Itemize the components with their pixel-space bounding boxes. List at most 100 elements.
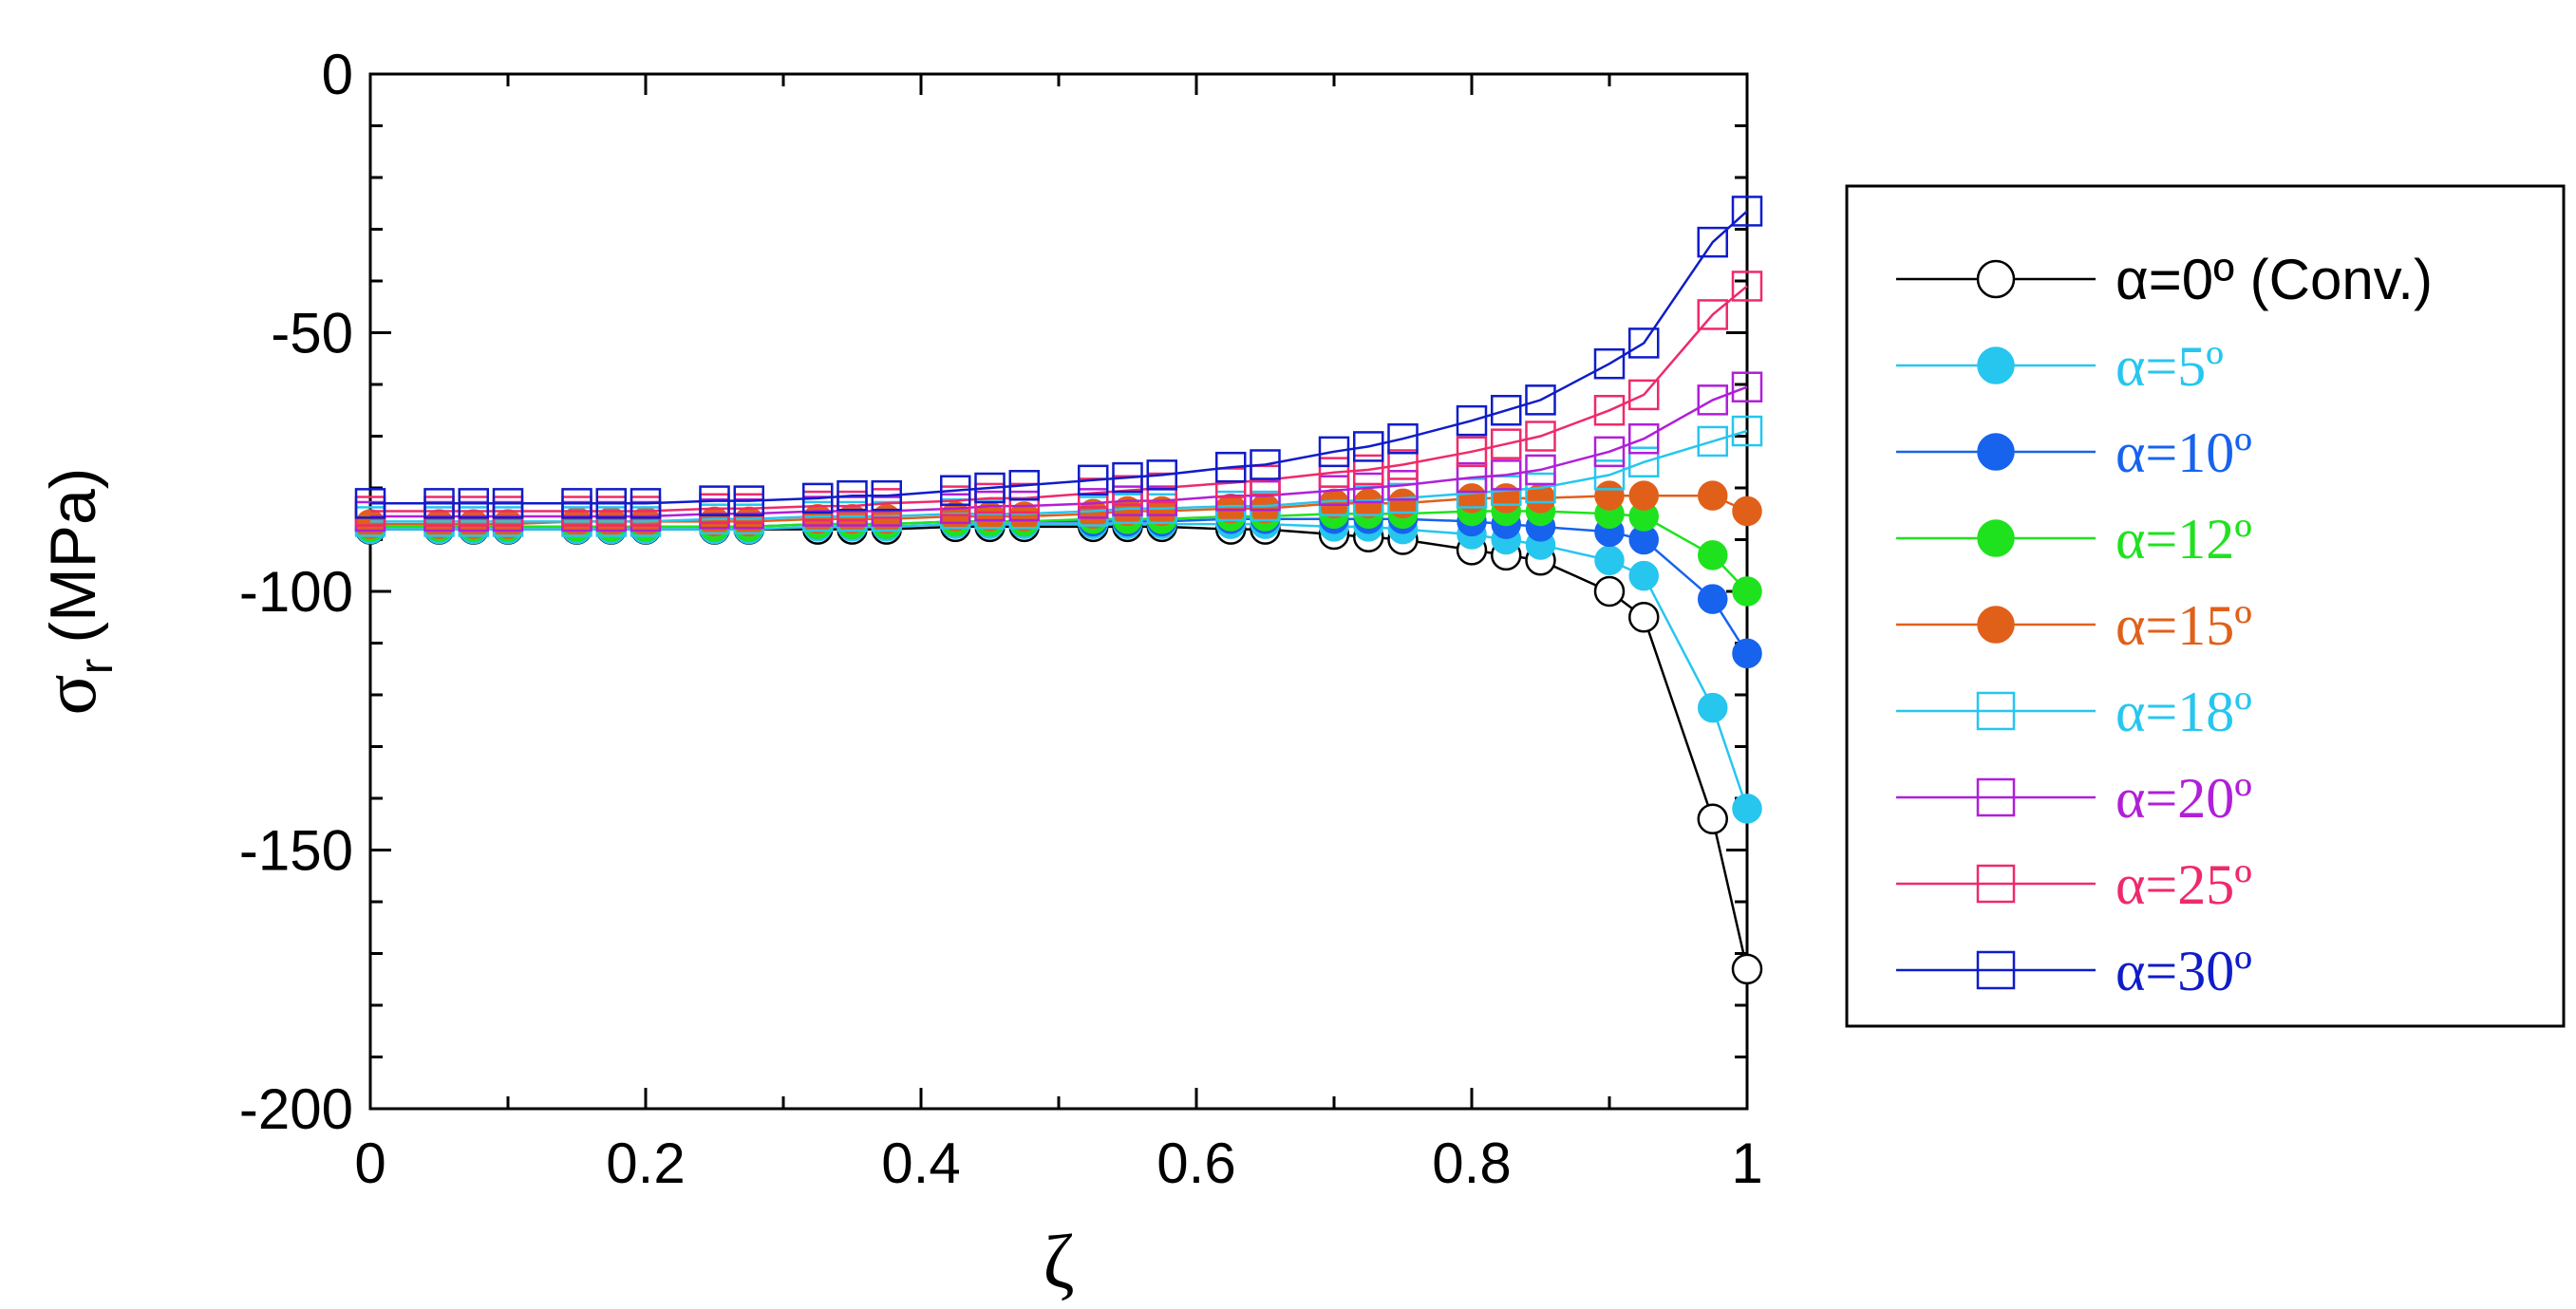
legend-label: α=30º <box>2115 940 2252 1002</box>
data-point <box>1353 472 1384 504</box>
plot-frame <box>368 72 1749 1111</box>
data-point <box>1318 475 1350 506</box>
legend-entry: α=0º (Conv.) <box>1896 248 2433 311</box>
series <box>354 511 1763 985</box>
y-axis-unit: (MPa) <box>37 468 109 644</box>
y-tick-label: 0 <box>322 43 353 106</box>
legend-entry: α=25º <box>1896 853 2252 916</box>
data-point <box>1387 422 1419 455</box>
data-point <box>1698 540 1728 570</box>
data-point <box>802 503 833 534</box>
data-point <box>1387 470 1419 501</box>
data-point <box>1250 494 1281 524</box>
x-tick-labels: 0 0.2 0.4 0.6 0.8 1 <box>354 1131 1762 1195</box>
data-point <box>1525 384 1556 416</box>
legend-label: α=20º <box>2115 767 2252 830</box>
legend-marker <box>1977 346 2015 384</box>
data-point <box>802 482 834 514</box>
data-point <box>699 506 730 537</box>
data-point <box>1628 379 1660 411</box>
data-point <box>1318 457 1350 488</box>
data-point <box>1491 475 1522 506</box>
series-line <box>370 285 1748 513</box>
y-axis-label: σr (MPa) <box>28 468 122 716</box>
legend-label: α=18º <box>2115 681 2252 743</box>
data-point <box>423 488 455 519</box>
y-tick-label: -150 <box>239 819 353 883</box>
legend-marker <box>1976 777 2016 817</box>
data-point <box>1731 196 1763 227</box>
legend-entry: α=5º <box>1896 335 2224 398</box>
series-line <box>370 385 1748 518</box>
y-tick-labels: 0 -50 -100 -150 -200 <box>239 43 353 1141</box>
y-tick-label: -200 <box>239 1077 353 1141</box>
x-tick-label: 0.2 <box>606 1131 685 1195</box>
data-point <box>630 488 662 519</box>
data-point <box>1732 496 1762 527</box>
y-axis-symbol: σ <box>28 674 112 715</box>
data-point <box>1594 545 1625 576</box>
data-point <box>1146 459 1177 491</box>
data-point <box>355 509 385 539</box>
data-point <box>1353 454 1384 486</box>
data-point <box>1732 794 1762 824</box>
legend-marker <box>1976 691 2016 731</box>
legend-marker <box>1977 606 2015 644</box>
legend-label: α=0º (Conv.) <box>2115 248 2433 311</box>
data-point <box>974 472 1006 504</box>
data-point <box>1491 428 1522 459</box>
data-point <box>733 485 764 516</box>
legend-entry: α=20º <box>1896 767 2252 830</box>
series-line <box>370 210 1748 505</box>
data-point <box>1593 459 1626 491</box>
data-point <box>492 488 524 519</box>
legend: α=0º (Conv.) α=5º α=10º α=12º α=15º α=18º α=20… <box>1896 248 2433 1002</box>
data-point <box>1456 477 1488 509</box>
data-point <box>354 488 386 519</box>
legend-label: α=5º <box>2115 335 2224 398</box>
data-point <box>459 509 489 539</box>
legend-entry: α=10º <box>1896 421 2252 484</box>
data-point <box>1697 299 1728 330</box>
axis-ticks <box>368 72 1749 1111</box>
data-point <box>561 488 592 519</box>
data-point <box>1456 404 1488 437</box>
data-point <box>1593 347 1626 380</box>
data-point <box>837 479 868 512</box>
data-point <box>1250 479 1281 512</box>
series-line <box>370 525 1749 970</box>
data-point <box>1318 436 1350 468</box>
series <box>354 196 1763 519</box>
legend-marker <box>1976 864 2016 904</box>
legend-marker <box>1976 950 2016 990</box>
data-point <box>1731 371 1763 402</box>
data-point <box>1628 480 1659 511</box>
data-point <box>1491 395 1522 426</box>
data-point <box>423 509 455 539</box>
legend-box <box>1845 184 2566 1028</box>
x-axis-label: ζ <box>1043 1221 1074 1304</box>
data-point <box>1525 472 1556 504</box>
data-point <box>1353 431 1384 462</box>
data-point <box>1593 575 1626 608</box>
data-point <box>1078 464 1109 496</box>
data-point <box>1732 576 1762 607</box>
data-point <box>1456 461 1488 494</box>
legend-label: α=12º <box>2115 508 2252 570</box>
data-point <box>1697 226 1728 258</box>
data-point <box>1491 459 1522 491</box>
data-point <box>1319 488 1349 519</box>
data-point <box>871 479 902 512</box>
data-point <box>1215 467 1247 498</box>
data-point <box>1353 488 1383 519</box>
data-point <box>1593 436 1626 468</box>
legend-marker <box>1977 433 2015 471</box>
data-point <box>1250 449 1281 480</box>
y-axis-subscript: r <box>69 659 122 675</box>
legend-entry: α=18º <box>1896 681 2252 743</box>
data-point <box>1594 480 1625 511</box>
x-tick-label: 0.4 <box>881 1131 960 1195</box>
data-point <box>1697 425 1728 458</box>
data-point <box>1593 395 1626 426</box>
